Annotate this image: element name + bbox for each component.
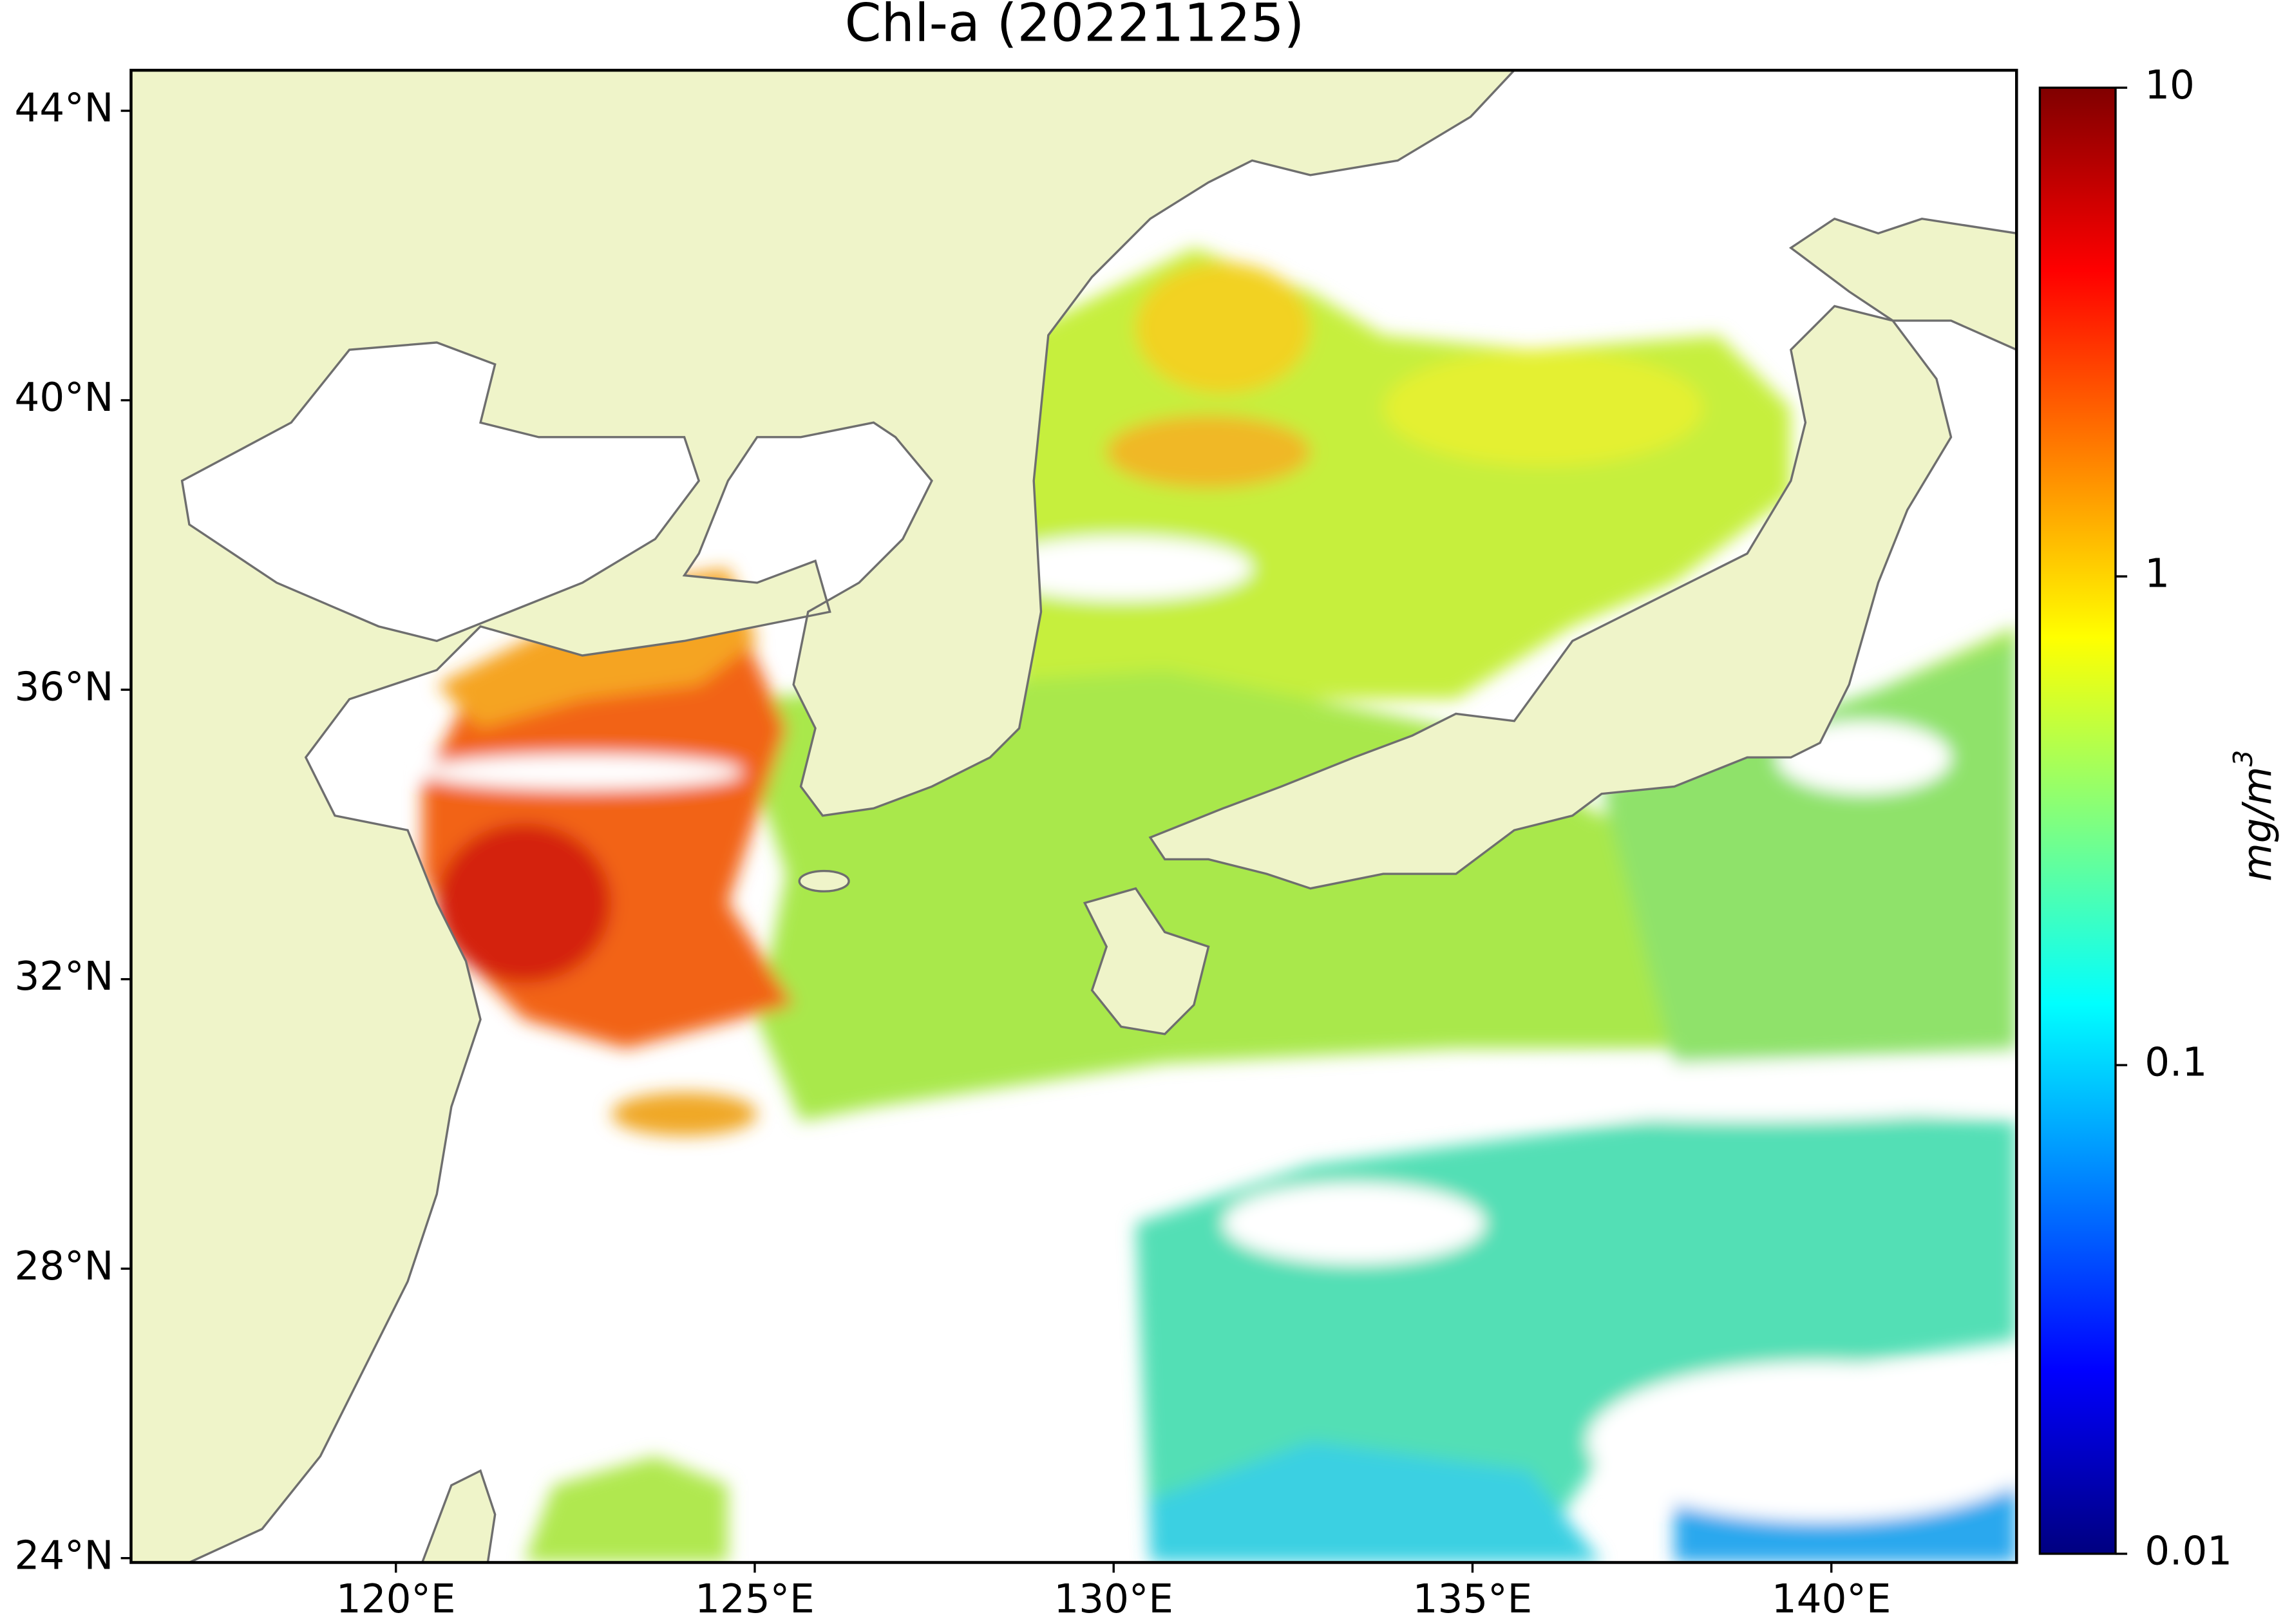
x-tick-label: 140°E — [1772, 1576, 1891, 1622]
land-hokkaido — [1788, 217, 2017, 352]
land-jeju — [798, 869, 850, 892]
y-tick-label: 44°N — [15, 86, 114, 131]
bohai-sea — [180, 341, 701, 643]
y-tick-label: 40°N — [15, 375, 114, 420]
colorbar-tick-label: 0.01 — [2145, 1528, 2232, 1574]
map — [131, 70, 2017, 1563]
y-tick-label: 36°N — [15, 665, 114, 710]
colorbar-tick-label: 1 — [2145, 551, 2170, 597]
x-tick-label: 125°E — [695, 1576, 815, 1622]
land-honshu — [1148, 305, 1953, 890]
x-tick-label: 120°E — [336, 1576, 456, 1622]
y-tick-label: 32°N — [15, 954, 114, 999]
colorbar-label-text: mg/m — [2234, 766, 2280, 881]
colorbar-label-superscript: 3 — [2228, 750, 2259, 767]
x-tick-label: 135°E — [1413, 1576, 1533, 1622]
title: Chl-a (20221125) — [845, 0, 1305, 54]
y-tick-label: 28°N — [15, 1243, 114, 1289]
colorbar-label: mg/m3 — [2228, 750, 2280, 882]
land-kyushu — [1083, 887, 1210, 1035]
colorbar — [2038, 86, 2117, 1555]
colorbar-tick-label: 10 — [2145, 62, 2195, 108]
land-taiwan — [421, 1469, 497, 1563]
x-tick-label: 130°E — [1054, 1576, 1173, 1622]
colorbar-tick-label: 0.1 — [2145, 1040, 2207, 1086]
y-tick-label: 24°N — [15, 1533, 114, 1578]
map-frame — [129, 68, 2018, 1564]
